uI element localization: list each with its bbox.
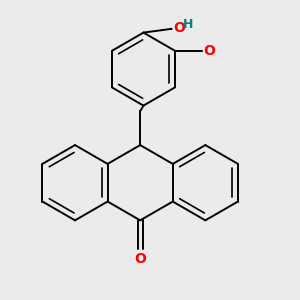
Text: O: O: [203, 44, 215, 58]
Text: H: H: [182, 18, 193, 32]
Text: O: O: [173, 21, 185, 35]
Text: O: O: [134, 253, 146, 266]
